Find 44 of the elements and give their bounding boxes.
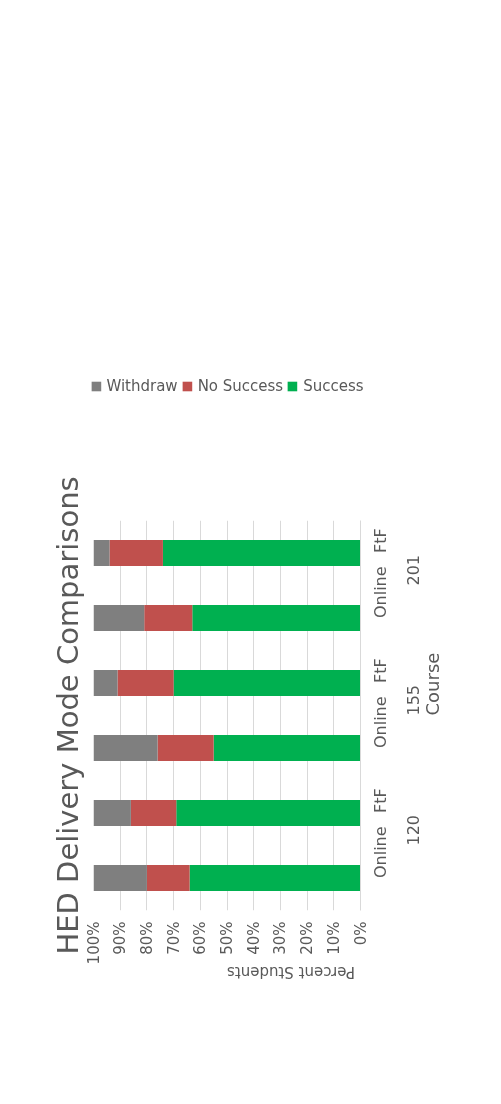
- y-tick-label: Online: [371, 696, 390, 748]
- legend-label: Withdraw: [106, 376, 178, 395]
- text: 201: [403, 554, 423, 586]
- x-tick-label: 60%: [191, 921, 210, 955]
- bar: [173, 670, 361, 696]
- bar: [157, 735, 214, 761]
- x-tick-label: 0%: [351, 921, 370, 946]
- bar: [93, 865, 147, 891]
- bar: [93, 670, 118, 696]
- bar: [189, 865, 361, 891]
- x-tick-label: 50%: [218, 921, 236, 955]
- bar: [213, 735, 361, 761]
- bar: [192, 605, 361, 631]
- x-tick-label: 70%: [164, 921, 183, 955]
- text: 120: [403, 814, 423, 846]
- bar: [146, 865, 190, 891]
- text: 155: [403, 684, 423, 716]
- x-tick-label: 80%: [137, 921, 156, 955]
- bar: [93, 735, 158, 761]
- x-tick-label: 10%: [324, 921, 343, 955]
- bar: [162, 540, 361, 566]
- y-axis-title: Course: [422, 652, 443, 716]
- y-tick-label: FtF: [371, 658, 390, 683]
- bar: [144, 605, 193, 631]
- bar: [93, 800, 131, 826]
- y-tick-label: Online: [371, 566, 390, 618]
- x-tick-label: 40%: [244, 921, 263, 955]
- y-tick-label: FtF: [371, 788, 390, 813]
- y-tick-label: FtF: [371, 528, 390, 553]
- bar: [130, 800, 177, 826]
- text: HED Delivery Mode Comparisons: [50, 476, 85, 955]
- x-tick-label: 100%: [84, 921, 103, 965]
- y-tick-label: Online: [371, 826, 390, 878]
- bar: [176, 800, 361, 826]
- bar: [109, 540, 163, 566]
- bar: [117, 670, 174, 696]
- bar: [93, 540, 110, 566]
- x-tick-label: 90%: [111, 921, 130, 955]
- x-tick-label: 20%: [298, 921, 317, 955]
- legend-label: No Success: [197, 376, 284, 395]
- x-axis-title: Percent Students: [226, 963, 356, 982]
- legend-label: Success: [303, 376, 364, 395]
- x-tick-label: 30%: [271, 921, 290, 955]
- bar: [93, 605, 145, 631]
